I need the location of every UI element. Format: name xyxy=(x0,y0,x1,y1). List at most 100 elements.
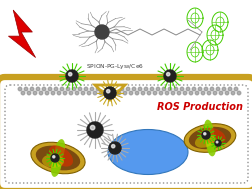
Circle shape xyxy=(36,87,40,91)
Circle shape xyxy=(166,73,169,76)
Text: SPION-PG-Lys$_8$/Ce6: SPION-PG-Lys$_8$/Ce6 xyxy=(86,62,143,71)
Circle shape xyxy=(78,87,81,91)
Circle shape xyxy=(141,91,144,95)
Circle shape xyxy=(94,25,109,39)
Ellipse shape xyxy=(203,120,213,140)
Ellipse shape xyxy=(36,146,80,170)
Circle shape xyxy=(218,91,222,95)
Circle shape xyxy=(150,87,153,91)
Circle shape xyxy=(179,87,183,91)
Circle shape xyxy=(54,87,57,91)
Circle shape xyxy=(75,91,78,95)
Circle shape xyxy=(51,91,55,95)
Circle shape xyxy=(106,90,109,93)
Circle shape xyxy=(227,87,231,91)
Circle shape xyxy=(42,87,46,91)
Ellipse shape xyxy=(108,129,187,174)
Circle shape xyxy=(159,91,162,95)
Circle shape xyxy=(24,87,28,91)
Circle shape xyxy=(117,91,120,95)
Ellipse shape xyxy=(52,150,62,172)
Circle shape xyxy=(200,91,204,95)
Circle shape xyxy=(203,87,207,91)
Circle shape xyxy=(236,91,240,95)
Ellipse shape xyxy=(200,128,225,144)
Circle shape xyxy=(233,87,237,91)
Circle shape xyxy=(48,87,52,91)
Ellipse shape xyxy=(51,155,61,177)
Circle shape xyxy=(147,91,150,95)
Circle shape xyxy=(111,145,114,148)
Circle shape xyxy=(33,91,37,95)
Circle shape xyxy=(45,91,49,95)
Circle shape xyxy=(108,87,111,91)
FancyBboxPatch shape xyxy=(0,77,252,189)
Circle shape xyxy=(68,73,72,76)
Circle shape xyxy=(168,87,171,91)
Circle shape xyxy=(214,140,220,146)
Circle shape xyxy=(18,87,22,91)
Circle shape xyxy=(185,87,189,91)
Ellipse shape xyxy=(188,127,230,149)
Circle shape xyxy=(171,91,174,95)
Circle shape xyxy=(57,91,60,95)
Circle shape xyxy=(206,91,210,95)
Ellipse shape xyxy=(31,142,85,174)
Circle shape xyxy=(69,91,73,95)
Circle shape xyxy=(72,87,76,91)
Circle shape xyxy=(192,87,195,91)
Circle shape xyxy=(188,91,192,95)
Circle shape xyxy=(221,87,225,91)
Circle shape xyxy=(39,91,43,95)
Circle shape xyxy=(21,91,25,95)
Circle shape xyxy=(176,91,180,95)
Ellipse shape xyxy=(205,131,214,151)
Ellipse shape xyxy=(204,125,214,146)
Circle shape xyxy=(120,87,123,91)
Circle shape xyxy=(182,91,186,95)
Circle shape xyxy=(90,87,93,91)
Circle shape xyxy=(105,91,108,95)
Circle shape xyxy=(87,91,90,95)
Circle shape xyxy=(52,156,55,158)
Ellipse shape xyxy=(49,145,73,167)
Circle shape xyxy=(66,70,78,82)
Circle shape xyxy=(104,87,115,99)
Circle shape xyxy=(215,141,217,143)
Circle shape xyxy=(111,91,114,95)
Ellipse shape xyxy=(54,139,65,161)
Circle shape xyxy=(109,142,120,154)
Circle shape xyxy=(162,87,165,91)
Circle shape xyxy=(165,91,168,95)
Circle shape xyxy=(153,91,156,95)
Circle shape xyxy=(96,87,99,91)
Polygon shape xyxy=(94,85,124,100)
Circle shape xyxy=(174,87,177,91)
Circle shape xyxy=(114,87,117,91)
Circle shape xyxy=(102,87,105,91)
Circle shape xyxy=(132,87,135,91)
Circle shape xyxy=(224,91,228,95)
Ellipse shape xyxy=(183,124,235,152)
Circle shape xyxy=(135,91,138,95)
Circle shape xyxy=(123,91,126,95)
Circle shape xyxy=(99,91,102,95)
Circle shape xyxy=(30,87,34,91)
Circle shape xyxy=(163,70,175,82)
Text: ROS Production: ROS Production xyxy=(156,102,242,112)
Ellipse shape xyxy=(53,144,64,166)
Circle shape xyxy=(93,91,97,95)
Circle shape xyxy=(212,91,216,95)
Circle shape xyxy=(66,87,70,91)
Circle shape xyxy=(138,87,141,91)
Circle shape xyxy=(203,133,205,135)
Ellipse shape xyxy=(205,136,215,156)
Circle shape xyxy=(81,91,84,95)
Circle shape xyxy=(230,91,234,95)
Circle shape xyxy=(144,87,147,91)
Circle shape xyxy=(201,131,209,139)
Circle shape xyxy=(63,91,67,95)
Circle shape xyxy=(197,87,201,91)
Polygon shape xyxy=(8,10,36,58)
Circle shape xyxy=(27,91,31,95)
